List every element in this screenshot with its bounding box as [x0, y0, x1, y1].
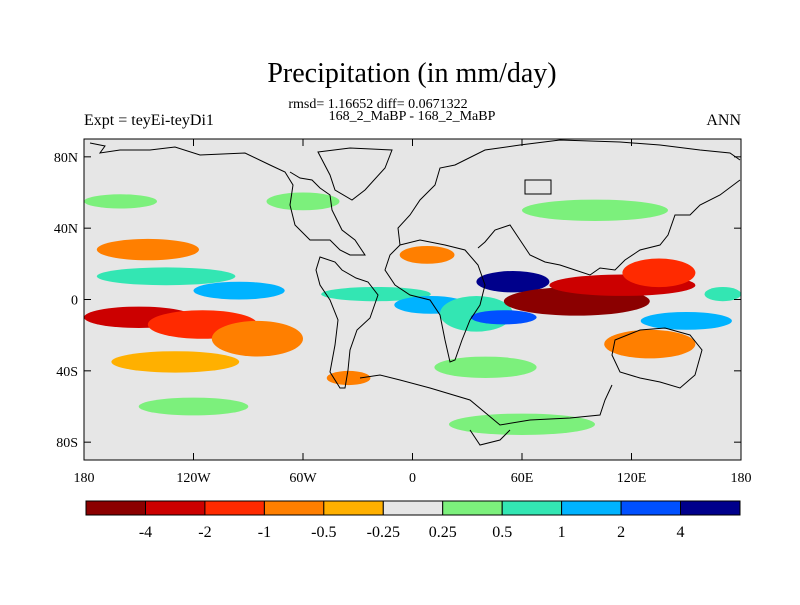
- colorbar-swatch-0: [85, 500, 146, 516]
- colorbar-label-3: -0.5: [311, 524, 336, 541]
- y-tick-label-4: 80S: [56, 436, 78, 451]
- axis-ticks: 180 120W 60W 0 60E 120E 180 80N 40N 0 40S 80S: [54, 139, 752, 486]
- africa-outline: [384, 239, 486, 363]
- north-america-outline: [89, 142, 366, 256]
- precip-region-12: [399, 246, 455, 264]
- mongolia-box: [524, 179, 552, 195]
- colorbar-label-0: -4: [139, 524, 152, 541]
- precip-region-2: [96, 238, 199, 261]
- colorbar-swatch-1: [145, 500, 206, 516]
- precip-region-19: [640, 312, 732, 330]
- colorbar-swatch-3: [263, 500, 325, 516]
- precip-region-11: [434, 356, 537, 378]
- precip-region-23: [266, 192, 340, 211]
- precip-region-22: [84, 194, 157, 209]
- x-tick-label-4: 60E: [511, 471, 534, 486]
- colorbar-label-9: 4: [677, 524, 685, 541]
- x-tick-label-6: 180: [731, 471, 752, 486]
- chart-subtitle: 168_2_MaBP - 168_2_MaBP: [329, 109, 496, 124]
- south-america-outline: [315, 256, 379, 389]
- colorbar-swatch-2: [204, 500, 265, 516]
- colorbar-swatch-8: [561, 500, 622, 516]
- colorbar-swatch-4: [323, 500, 384, 516]
- x-tick-label-0: 180: [74, 471, 95, 486]
- colorbar-swatch-10: [680, 500, 741, 516]
- precip-region-25: [138, 397, 249, 416]
- x-tick-label-5: 120E: [617, 471, 647, 486]
- colorbar-label-7: 1: [558, 524, 566, 541]
- colorbar-label-1: -2: [198, 524, 211, 541]
- colorbar-swatch-5: [382, 500, 444, 516]
- y-tick-label-2: 0: [71, 294, 78, 309]
- colorbar-label-5: 0.25: [429, 524, 457, 541]
- precip-region-14: [470, 310, 537, 325]
- x-tick-label-2: 60W: [289, 471, 317, 486]
- precip-region-13: [476, 271, 550, 293]
- precip-region-1: [193, 281, 285, 300]
- precip-region-7: [326, 370, 371, 386]
- y-tick-label-3: 40S: [56, 365, 78, 380]
- colorbar-swatch-9: [620, 500, 682, 516]
- colorbar-swatch-7: [501, 500, 563, 516]
- colorbar-label-2: -1: [258, 524, 271, 541]
- precip-region-0: [96, 267, 236, 286]
- coastline-outlines: [89, 139, 741, 446]
- colorbar-label-6: 0.5: [492, 524, 512, 541]
- australia-outline: [611, 327, 703, 389]
- colorbar-label-8: 2: [617, 524, 625, 541]
- eurasia-outline: [397, 139, 741, 276]
- stats-text: rmsd= 1.16652 diff= 0.0671322: [288, 97, 467, 112]
- precip-region-5: [211, 320, 303, 357]
- precip-regions: [84, 192, 741, 435]
- colorbar-label-4: -0.25: [367, 524, 400, 541]
- x-tick-label-3: 0: [409, 471, 416, 486]
- greenland-outline: [317, 147, 393, 201]
- season-label: ANN: [706, 112, 741, 129]
- precip-region-6: [111, 351, 240, 373]
- colorbar: -4 -2 -1 -0.5 -0.25 0.25 0.5 1 2 4: [85, 500, 741, 541]
- x-tick-label-1: 120W: [176, 471, 211, 486]
- precip-region-17: [622, 258, 696, 288]
- y-tick-label-0: 80N: [54, 151, 78, 166]
- precip-region-18: [604, 329, 696, 359]
- chart-title: Precipitation (in mm/day): [267, 58, 556, 89]
- experiment-label: Expt = teyEi-teyDi1: [84, 112, 214, 129]
- antarctica-outline: [359, 374, 613, 446]
- colorbar-swatch-6: [442, 500, 503, 516]
- precip-region-21: [522, 199, 668, 221]
- precip-region-20: [704, 287, 741, 302]
- y-tick-label-1: 40N: [54, 222, 78, 237]
